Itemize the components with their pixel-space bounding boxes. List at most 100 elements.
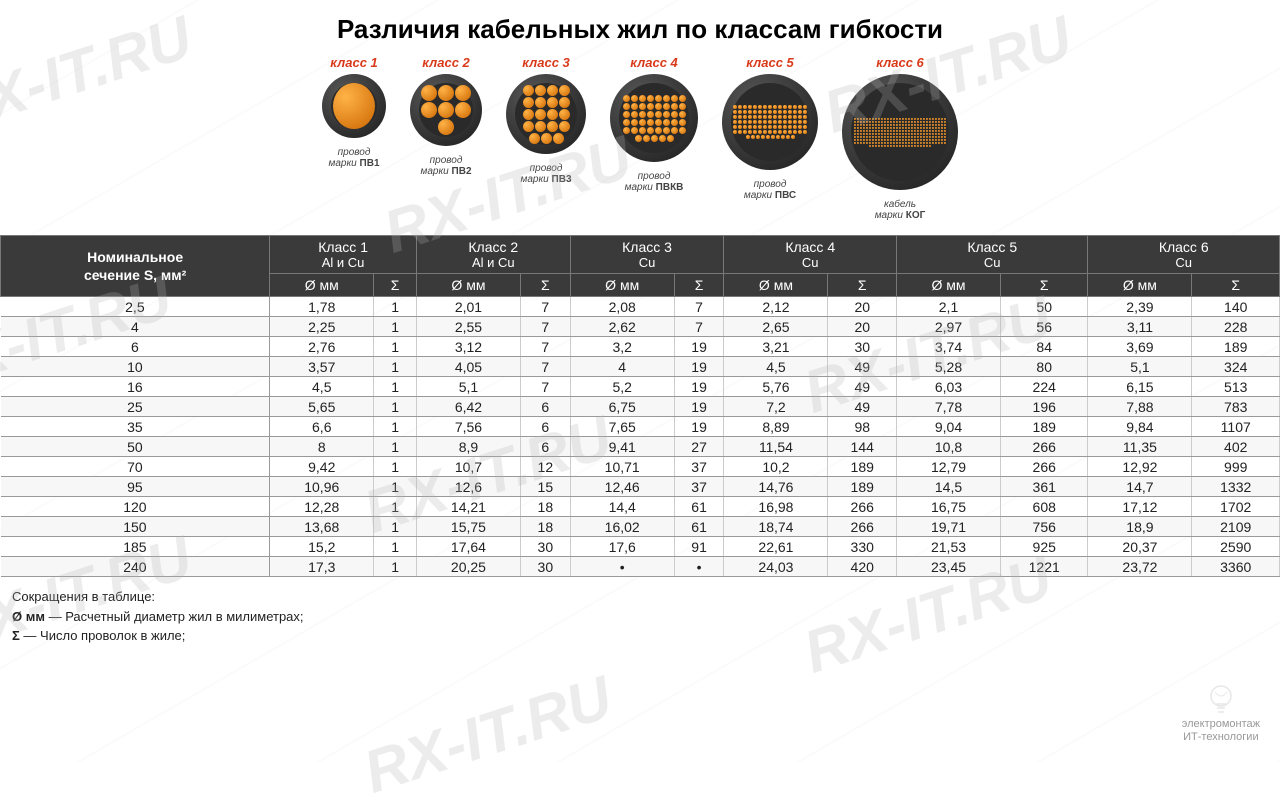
strand xyxy=(911,118,913,120)
strand xyxy=(679,95,686,102)
strand xyxy=(911,142,913,144)
value-cell: 23,45 xyxy=(897,557,1001,577)
value-cell: 1 xyxy=(374,557,417,577)
strand xyxy=(758,110,762,114)
strand xyxy=(647,103,654,110)
strand xyxy=(908,124,910,126)
strand xyxy=(917,142,919,144)
strand xyxy=(793,105,797,109)
value-cell: 1 xyxy=(374,497,417,517)
value-cell: 4,5 xyxy=(270,377,374,397)
strand xyxy=(938,142,940,144)
strand xyxy=(863,127,865,129)
strand xyxy=(941,130,943,132)
value-cell: • xyxy=(674,557,724,577)
strand xyxy=(733,130,737,134)
strand xyxy=(911,127,913,129)
value-cell: 50 xyxy=(1001,297,1088,317)
strand xyxy=(860,133,862,135)
strand xyxy=(679,119,686,126)
value-cell: 10,96 xyxy=(270,477,374,497)
cable-conductor xyxy=(331,83,377,129)
table-row: 24017,3120,2530••24,0342023,45122123,723… xyxy=(1,557,1280,577)
strand xyxy=(923,145,925,147)
strand xyxy=(854,127,856,129)
strand xyxy=(639,95,646,102)
strand xyxy=(547,97,558,108)
strand xyxy=(733,125,737,129)
strand xyxy=(869,142,871,144)
strand xyxy=(896,142,898,144)
section-cell: 240 xyxy=(1,557,270,577)
strand xyxy=(905,133,907,135)
strand xyxy=(758,115,762,119)
strand xyxy=(854,130,856,132)
strand xyxy=(923,124,925,126)
strand xyxy=(679,103,686,110)
table-row: 164,515,175,2195,76496,032246,15513 xyxy=(1,377,1280,397)
cable-item: класс 6кабельмарки КОГ xyxy=(842,55,958,221)
strand xyxy=(738,105,742,109)
strand xyxy=(753,130,757,134)
value-cell: 17,3 xyxy=(270,557,374,577)
strand xyxy=(911,139,913,141)
strand xyxy=(887,118,889,120)
strand xyxy=(860,118,862,120)
strand xyxy=(896,127,898,129)
strand xyxy=(643,135,650,142)
strand xyxy=(773,125,777,129)
value-cell: 84 xyxy=(1001,337,1088,357)
strand xyxy=(748,105,752,109)
strand xyxy=(863,139,865,141)
strand xyxy=(860,142,862,144)
strand xyxy=(860,130,862,132)
table-row: 50818,969,412711,5414410,826611,35402 xyxy=(1,437,1280,457)
strand xyxy=(920,139,922,141)
strand xyxy=(944,142,946,144)
strand xyxy=(866,130,868,132)
strand xyxy=(639,103,646,110)
strand xyxy=(771,135,775,139)
strand xyxy=(854,118,856,120)
value-cell: 925 xyxy=(1001,537,1088,557)
value-cell: 17,12 xyxy=(1088,497,1192,517)
strand xyxy=(920,124,922,126)
strand xyxy=(884,124,886,126)
strand xyxy=(899,130,901,132)
value-cell: 49 xyxy=(828,397,897,417)
strand xyxy=(768,120,772,124)
strand xyxy=(786,135,790,139)
value-cell: 23,72 xyxy=(1088,557,1192,577)
strand xyxy=(902,142,904,144)
strand xyxy=(899,136,901,138)
value-cell: 783 xyxy=(1192,397,1280,417)
strand xyxy=(890,118,892,120)
value-cell: 18 xyxy=(520,517,570,537)
strand xyxy=(908,118,910,120)
value-cell: 189 xyxy=(1192,337,1280,357)
strand xyxy=(884,127,886,129)
strand xyxy=(631,111,638,118)
strand xyxy=(905,124,907,126)
value-cell: 266 xyxy=(1001,437,1088,457)
strand xyxy=(857,118,859,120)
strand xyxy=(887,127,889,129)
strand xyxy=(866,121,868,123)
strand xyxy=(902,136,904,138)
strand xyxy=(655,103,662,110)
cable-item: класс 3проводмарки ПВ3 xyxy=(506,55,586,221)
value-cell: 91 xyxy=(674,537,724,557)
strand xyxy=(878,133,880,135)
value-cell: 61 xyxy=(674,517,724,537)
value-cell: 420 xyxy=(828,557,897,577)
strand xyxy=(884,130,886,132)
cable-item: класс 5проводмарки ПВС xyxy=(722,55,818,221)
cable-class-label: класс 4 xyxy=(610,55,698,70)
value-cell: 17,64 xyxy=(416,537,520,557)
value-cell: • xyxy=(570,557,674,577)
strand xyxy=(929,118,931,120)
strand xyxy=(863,133,865,135)
strand xyxy=(908,145,910,147)
table-row: 9510,96112,61512,463714,7618914,536114,7… xyxy=(1,477,1280,497)
strand xyxy=(896,133,898,135)
